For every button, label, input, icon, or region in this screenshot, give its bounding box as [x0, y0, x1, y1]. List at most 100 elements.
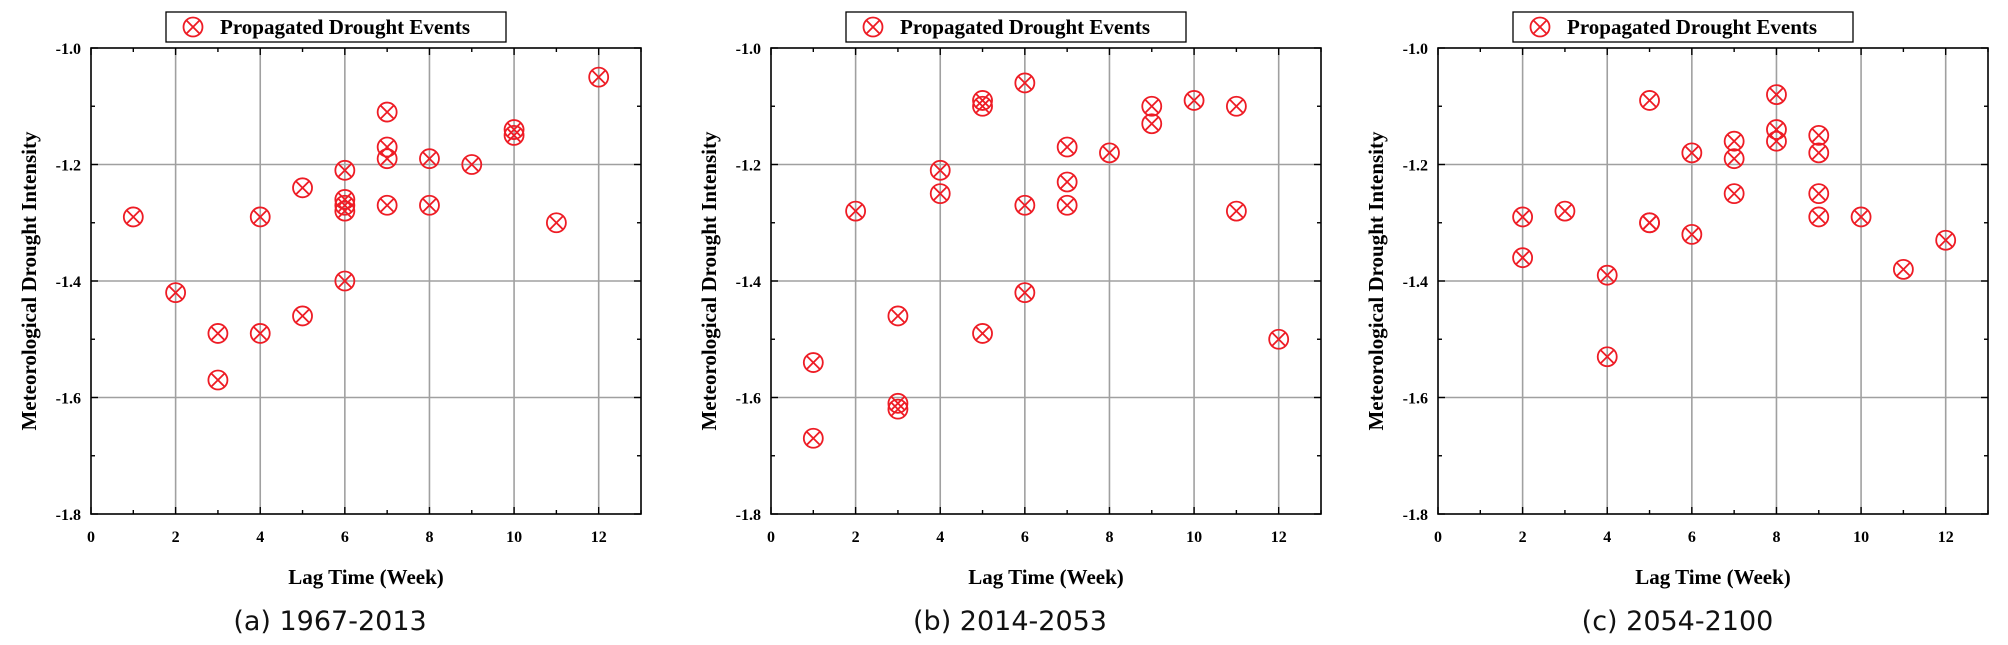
data-point [1766, 84, 1787, 105]
data-point [1935, 229, 1957, 251]
x-tick-label: 2 [1519, 529, 1527, 546]
data-point [887, 392, 909, 414]
chart-panel-b: 0 2 4 6 8 10 12 -1.0 -1.2 -1.4 -1.6 -1.8 Lag Time (W… [680, 0, 1340, 645]
data-point [1723, 183, 1745, 205]
data-point [1225, 95, 1247, 117]
x-tick-label: 10 [506, 529, 522, 546]
data-point [1141, 113, 1163, 135]
data-point [1639, 212, 1660, 234]
x-tick-label: 6 [1021, 529, 1029, 546]
data-point [1014, 282, 1036, 304]
data-point [802, 427, 824, 449]
data-point [1639, 90, 1660, 111]
data-point [1596, 346, 1618, 368]
x-tick-label: 0 [1434, 529, 1442, 546]
axis-ticks [770, 47, 1322, 515]
x-tick-label: 2 [172, 529, 180, 546]
data-point [1014, 72, 1036, 94]
data-point [1808, 183, 1830, 205]
y-tick-label: -1.2 [736, 158, 761, 175]
data-point [376, 148, 398, 170]
data-point [376, 101, 398, 123]
data-point [334, 194, 356, 216]
data-point [887, 305, 909, 327]
axis-ticks [1437, 47, 1989, 515]
data-point [334, 189, 356, 210]
data-points [802, 72, 1290, 449]
x-axis-label: Lag Time (Week) [1635, 565, 1791, 589]
data-point [1141, 95, 1163, 117]
y-tick-label: -1.8 [1403, 507, 1428, 524]
x-tick-label: 2 [852, 529, 860, 546]
data-point [1056, 136, 1078, 158]
data-point [334, 200, 356, 222]
data-point [1723, 148, 1745, 170]
data-point [1850, 206, 1872, 228]
x-tick-label: 8 [1105, 529, 1113, 546]
x-tick-label: 4 [936, 529, 944, 546]
y-tick-label: -1.4 [1403, 274, 1428, 291]
data-point [376, 136, 398, 158]
x-tick-label: 12 [1271, 529, 1287, 546]
data-point [1681, 142, 1703, 164]
y-tick-label: -1.6 [736, 391, 761, 408]
scatter-chart-a: 0 2 4 6 8 10 12 -1.0 -1.2 -1.4 -1.6 -1.8 Lag Time (W… [17, 11, 642, 589]
data-point [1808, 142, 1830, 164]
data-point [461, 154, 483, 175]
data-point [334, 159, 356, 181]
chart-caption-b: (b) 2014-2053 [913, 606, 1107, 637]
x-tick-label: 4 [1603, 529, 1611, 546]
x-tick-label: 12 [591, 529, 607, 546]
data-point [1183, 90, 1205, 111]
data-point [1056, 171, 1078, 193]
chart-caption-c: (c) 2054-2100 [1581, 606, 1774, 637]
grid-lines [771, 48, 1321, 514]
y-tick-label: -1.2 [1403, 158, 1428, 175]
data-point [972, 95, 993, 117]
x-tick-label: 12 [1938, 529, 1954, 546]
y-axis-label: Meteorological Drought Intensity [17, 131, 41, 431]
x-tick-label: 6 [341, 529, 349, 546]
data-point [802, 352, 824, 373]
legend-label: Propagated Drought Events [1567, 15, 1817, 39]
y-tick-label: -1.6 [1403, 391, 1428, 408]
data-points [1512, 84, 1957, 368]
y-tick-label: -1.8 [736, 507, 761, 524]
y-tick-label: -1.8 [56, 507, 81, 524]
data-point [1723, 130, 1745, 152]
legend: Propagated Drought Events [1512, 11, 1854, 43]
data-point [1512, 206, 1534, 228]
data-point [545, 212, 567, 234]
y-tick-label: -1.6 [56, 391, 81, 408]
scatter-chart-c: 0 2 4 6 8 10 12 -1.0 -1.2 -1.4 -1.6 -1.8 Lag Time (W… [1364, 11, 1989, 589]
data-point [1056, 194, 1078, 216]
data-point [929, 183, 951, 205]
legend-label: Propagated Drought Events [220, 15, 470, 39]
data-point [503, 119, 525, 140]
data-point [845, 200, 867, 222]
data-point [419, 194, 440, 216]
legend-marker-icon [862, 16, 884, 38]
chart-panel-a: 0 2 4 6 8 10 12 -1.0 -1.2 -1.4 -1.6 -1.8 Lag Time (W… [0, 0, 660, 645]
grid-lines [91, 48, 641, 514]
legend-marker-icon [1529, 16, 1551, 38]
data-point [588, 66, 610, 88]
y-tick-label: -1.0 [1403, 41, 1428, 58]
data-point [1225, 200, 1247, 222]
data-point [207, 323, 229, 344]
data-point [1099, 142, 1120, 164]
grid-lines [1438, 48, 1988, 514]
data-point [165, 282, 187, 304]
x-tick-label: 8 [1772, 529, 1780, 546]
data-point [887, 398, 909, 420]
legend-marker-icon [182, 16, 204, 38]
y-tick-label: -1.0 [56, 41, 81, 58]
x-tick-label: 10 [1186, 529, 1202, 546]
y-tick-label: -1.4 [736, 274, 761, 291]
y-axis-label: Meteorological Drought Intensity [697, 131, 721, 431]
x-axis-label: Lag Time (Week) [968, 565, 1124, 589]
data-point [1268, 328, 1290, 350]
data-point [972, 90, 993, 111]
data-point [249, 323, 271, 344]
x-axis-label: Lag Time (Week) [288, 565, 444, 589]
